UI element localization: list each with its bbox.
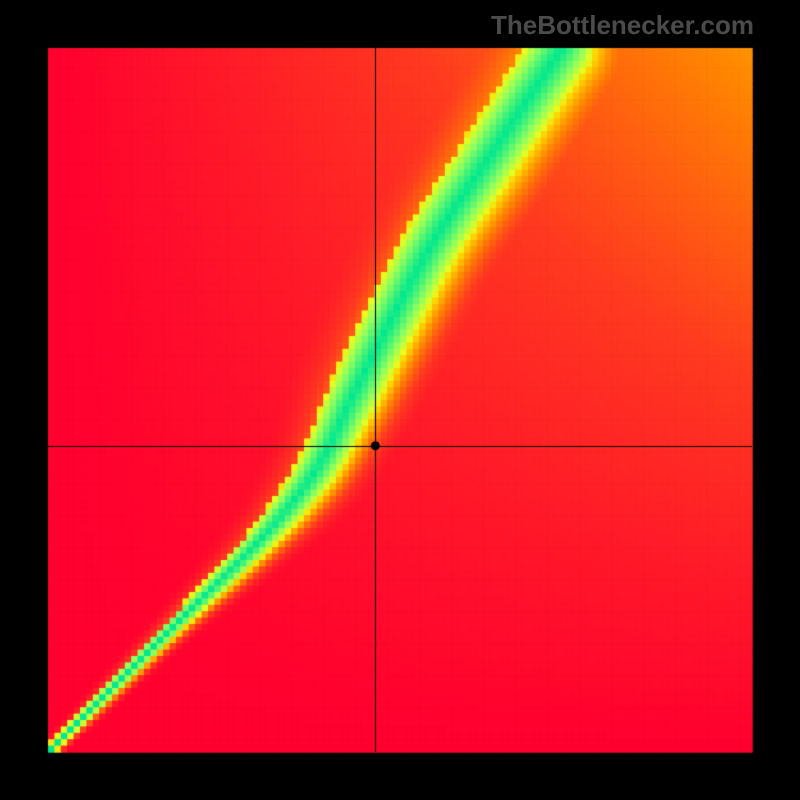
chart-root: TheBottlenecker.com bbox=[0, 0, 800, 800]
watermark-text: TheBottlenecker.com bbox=[491, 10, 754, 41]
heatmap-canvas bbox=[0, 0, 800, 800]
